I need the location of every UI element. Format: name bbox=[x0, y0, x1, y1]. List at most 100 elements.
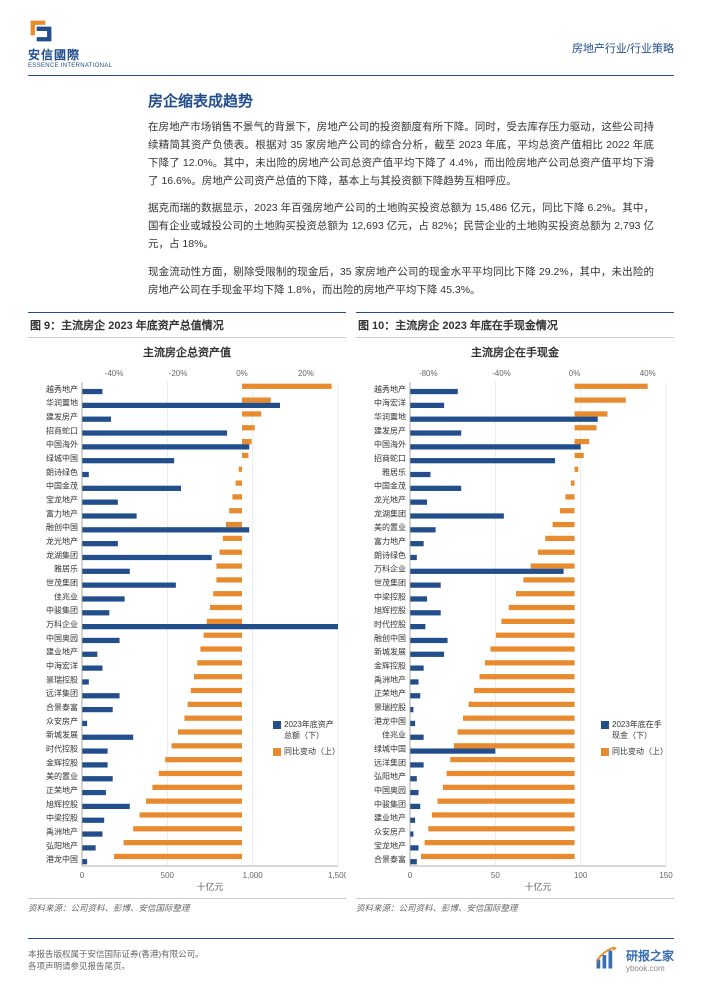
svg-text:景瑞控股: 景瑞控股 bbox=[374, 702, 406, 712]
svg-text:远洋集团: 远洋集团 bbox=[46, 688, 78, 698]
svg-text:世茂集团: 世茂集团 bbox=[46, 577, 78, 587]
legend-swatch-change bbox=[273, 748, 281, 756]
chart-2-area: 050100150-80%-40%0%40%十亿元越秀地产中海宏洋华润置地建发房… bbox=[356, 364, 674, 894]
svg-text:宝龙地产: 宝龙地产 bbox=[46, 494, 78, 504]
legend-swatch-asset bbox=[273, 721, 281, 729]
svg-text:20%: 20% bbox=[298, 369, 314, 378]
svg-text:新城发展: 新城发展 bbox=[374, 646, 406, 656]
svg-text:建业地产: 建业地产 bbox=[46, 646, 78, 656]
svg-text:中海宏洋: 中海宏洋 bbox=[374, 397, 406, 407]
svg-text:融创中国: 融创中国 bbox=[374, 632, 406, 642]
svg-text:众安房产: 众安房产 bbox=[46, 715, 78, 725]
svg-text:美的置业: 美的置业 bbox=[374, 522, 406, 532]
svg-text:中国海外: 中国海外 bbox=[46, 439, 78, 449]
svg-text:中骏集团: 中骏集团 bbox=[46, 605, 78, 615]
page-footer: 本报告版权属于安信国际证券(香港)有限公司。 各项声明请参见报告尾页。 研报之家… bbox=[28, 938, 674, 973]
svg-text:佳兆业: 佳兆业 bbox=[382, 729, 406, 739]
svg-text:100: 100 bbox=[574, 871, 588, 880]
paragraph-3: 现金流动性方面，剔除受限制的现金后，35 家房地产公司的现金水平平均同比下降 2… bbox=[148, 264, 654, 300]
footer-brand-name: 研报之家 bbox=[626, 947, 674, 964]
svg-text:华润置地: 华润置地 bbox=[374, 411, 406, 421]
svg-text:富力地产: 富力地产 bbox=[374, 536, 406, 546]
svg-text:金辉控股: 金辉控股 bbox=[374, 660, 406, 670]
svg-text:时代控股: 时代控股 bbox=[374, 619, 406, 629]
svg-text:时代控股: 时代控股 bbox=[46, 743, 78, 753]
svg-text:绿城中国: 绿城中国 bbox=[46, 453, 78, 463]
svg-text:华润置地: 华润置地 bbox=[46, 397, 78, 407]
paragraph-1: 在房地产市场销售不景气的背景下，房地产公司的投资额度有所下降。同时，受去库存压力… bbox=[148, 119, 654, 190]
svg-text:旭辉控股: 旭辉控股 bbox=[46, 798, 78, 808]
ybook-logo-icon bbox=[592, 943, 622, 973]
chart-1-source: 资料来源：公司资料、彭博、安信国际整理 bbox=[28, 898, 346, 914]
svg-text:港龙中国: 港龙中国 bbox=[374, 715, 406, 725]
svg-text:1,000: 1,000 bbox=[243, 871, 264, 880]
svg-text:0%: 0% bbox=[569, 369, 581, 378]
svg-text:朗诗绿色: 朗诗绿色 bbox=[46, 466, 78, 476]
footer-brand-sub: ybook.com bbox=[626, 964, 674, 973]
svg-text:40%: 40% bbox=[640, 369, 656, 378]
svg-text:中梁控股: 中梁控股 bbox=[374, 591, 406, 601]
svg-text:宝龙地产: 宝龙地产 bbox=[374, 840, 406, 850]
logo-text-en: ESSENCE INTERNATIONAL bbox=[28, 63, 112, 69]
svg-text:-20%: -20% bbox=[169, 369, 188, 378]
chart-2-title: 主流房企在手现金 bbox=[356, 344, 674, 360]
footer-brand: 研报之家 ybook.com bbox=[626, 947, 674, 973]
svg-text:新城发展: 新城发展 bbox=[46, 729, 78, 739]
svg-text:禹洲地产: 禹洲地产 bbox=[374, 674, 406, 684]
svg-text:越秀地产: 越秀地产 bbox=[46, 384, 78, 394]
svg-text:景瑞控股: 景瑞控股 bbox=[46, 674, 78, 684]
chart-1-legend: 2023年底资产总额（下） 同比变动（上） bbox=[273, 720, 340, 763]
svg-text:中国海外: 中国海外 bbox=[374, 439, 406, 449]
chart-2-legend: 2023年底在手现金（下） 同比变动（上） bbox=[601, 720, 668, 763]
svg-text:绿城中国: 绿城中国 bbox=[374, 743, 406, 753]
svg-text:龙光地产: 龙光地产 bbox=[46, 536, 78, 546]
svg-text:正荣地产: 正荣地产 bbox=[46, 785, 78, 795]
chart-1-svg: 05001,0001,500-40%-20%0%20%十亿元越秀地产华润置地建发… bbox=[28, 364, 346, 894]
svg-text:旭辉控股: 旭辉控股 bbox=[374, 605, 406, 615]
svg-text:招商蛇口: 招商蛇口 bbox=[46, 425, 78, 435]
svg-text:朗诗绿色: 朗诗绿色 bbox=[374, 549, 406, 559]
svg-text:金辉控股: 金辉控股 bbox=[46, 757, 78, 767]
essence-logo-icon bbox=[28, 18, 54, 44]
svg-text:弘阳地产: 弘阳地产 bbox=[374, 771, 406, 781]
chart-1-title: 主流房企总资产值 bbox=[28, 344, 346, 360]
charts-row: 图 9：主流房企 2023 年底资产总值情况 主流房企总资产值 05001,00… bbox=[28, 312, 674, 914]
svg-text:-80%: -80% bbox=[419, 369, 438, 378]
svg-text:禹洲地产: 禹洲地产 bbox=[46, 826, 78, 836]
section-title: 房企缩表成趋势 bbox=[148, 90, 674, 111]
footer-line-1: 本报告版权属于安信国际证券(香港)有限公司。 bbox=[28, 949, 204, 961]
breadcrumb: 房地产行业/行业策略 bbox=[572, 40, 674, 56]
svg-text:港龙中国: 港龙中国 bbox=[46, 854, 78, 864]
svg-text:融创中国: 融创中国 bbox=[46, 522, 78, 532]
svg-text:正荣地产: 正荣地产 bbox=[374, 688, 406, 698]
svg-text:1,500: 1,500 bbox=[328, 871, 346, 880]
legend-swatch-cash bbox=[601, 721, 609, 729]
svg-text:合景泰富: 合景泰富 bbox=[374, 854, 406, 864]
svg-text:中梁控股: 中梁控股 bbox=[46, 812, 78, 822]
svg-text:500: 500 bbox=[161, 871, 175, 880]
svg-text:合景泰富: 合景泰富 bbox=[46, 702, 78, 712]
legend-label-asset: 2023年底资产总额（下） bbox=[284, 720, 340, 741]
svg-text:0: 0 bbox=[80, 871, 85, 880]
svg-text:龙湖集团: 龙湖集团 bbox=[374, 508, 406, 518]
legend-label-cash: 2023年底在手现金（下） bbox=[612, 720, 668, 741]
svg-text:十亿元: 十亿元 bbox=[196, 881, 223, 892]
logo-text-cn: 安信國際 bbox=[28, 46, 80, 63]
svg-text:世茂集团: 世茂集团 bbox=[374, 577, 406, 587]
svg-text:建业地产: 建业地产 bbox=[374, 812, 406, 822]
svg-text:远洋集团: 远洋集团 bbox=[374, 757, 406, 767]
svg-text:-40%: -40% bbox=[492, 369, 511, 378]
svg-text:富力地产: 富力地产 bbox=[46, 508, 78, 518]
chart-2-svg: 050100150-80%-40%0%40%十亿元越秀地产中海宏洋华润置地建发房… bbox=[356, 364, 674, 894]
svg-text:十亿元: 十亿元 bbox=[524, 881, 551, 892]
svg-text:中国奥园: 中国奥园 bbox=[374, 785, 406, 795]
footer-line-2: 各项声明请参见报告尾页。 bbox=[28, 961, 204, 973]
chart-1: 图 9：主流房企 2023 年底资产总值情况 主流房企总资产值 05001,00… bbox=[28, 312, 346, 914]
footer-right: 研报之家 ybook.com bbox=[592, 943, 674, 973]
svg-text:招商蛇口: 招商蛇口 bbox=[374, 453, 406, 463]
chart-2: 图 10：主流房企 2023 年底在手现金情况 主流房企在手现金 0501001… bbox=[356, 312, 674, 914]
svg-text:建发房产: 建发房产 bbox=[46, 411, 78, 421]
svg-text:越秀地产: 越秀地产 bbox=[374, 384, 406, 394]
footer-left: 本报告版权属于安信国际证券(香港)有限公司。 各项声明请参见报告尾页。 bbox=[28, 949, 204, 973]
chart-2-caption: 图 10：主流房企 2023 年底在手现金情况 bbox=[356, 312, 674, 338]
